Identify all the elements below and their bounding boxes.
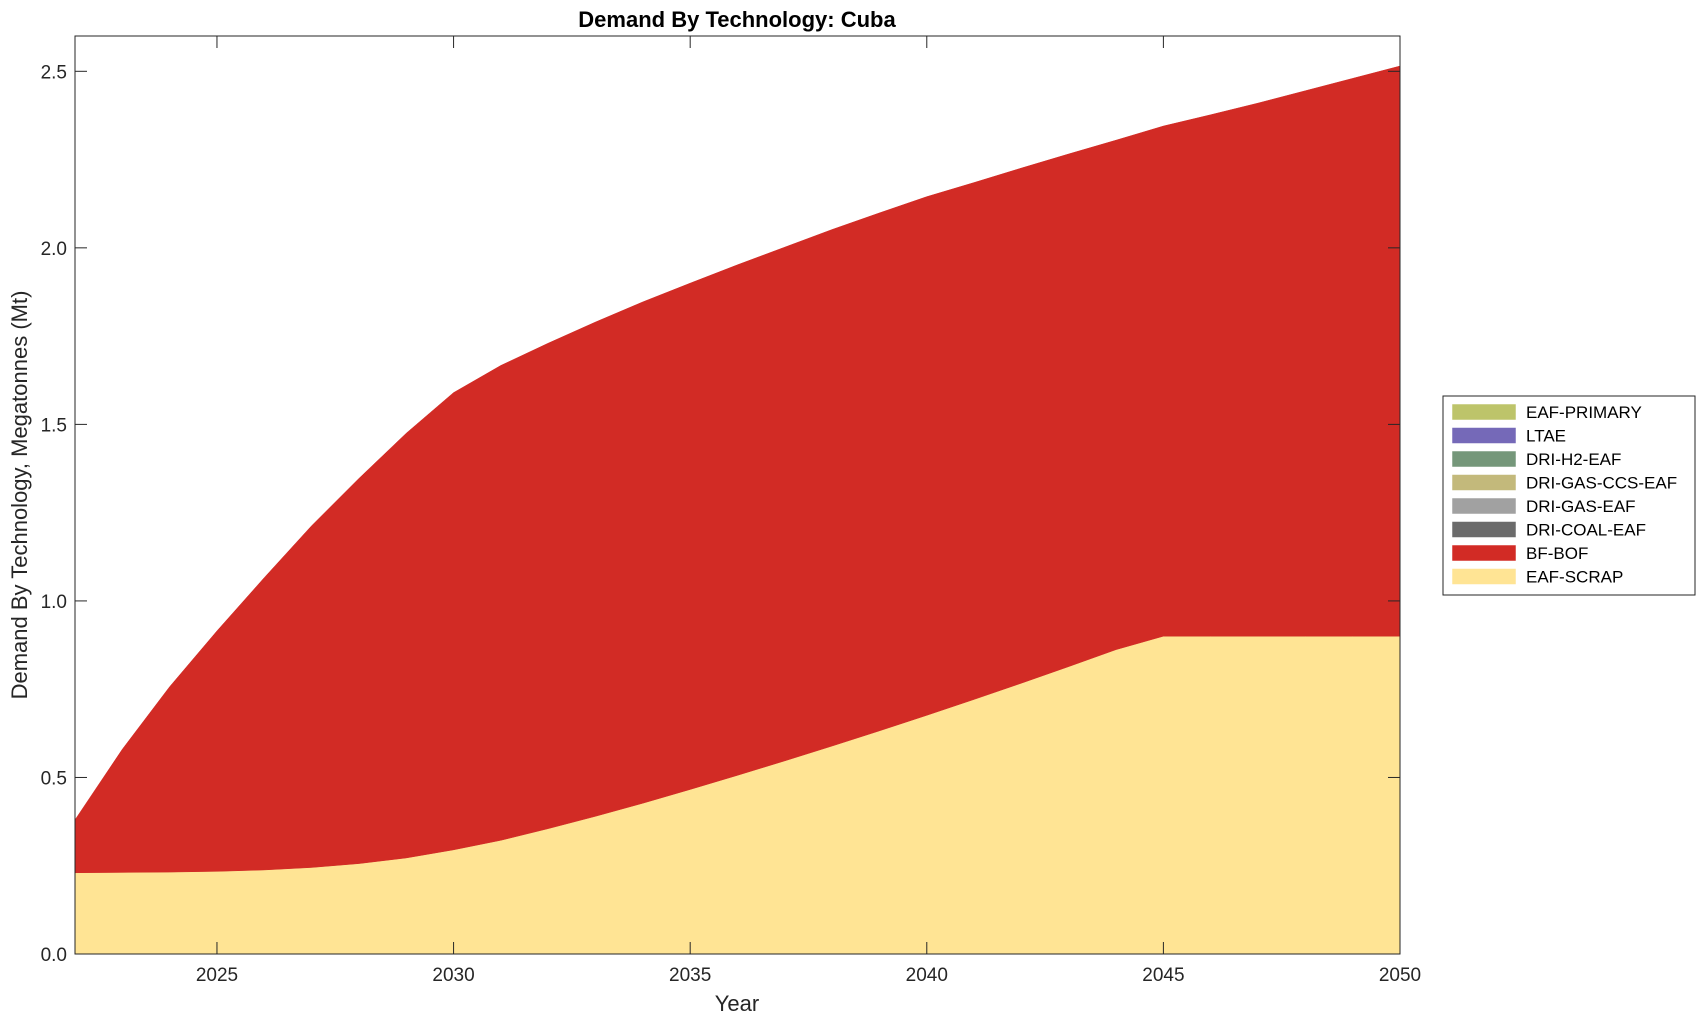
y-tick-label-1: 1.0 — [41, 592, 67, 613]
legend-label-dri-coal-eaf: DRI-COAL-EAF — [1526, 521, 1646, 540]
legend-swatch-eaf-primary — [1451, 403, 1517, 421]
legend-label-eaf-scrap: EAF-SCRAP — [1526, 568, 1623, 587]
legend-label-dri-gas-ccs-eaf: DRI-GAS-CCS-EAF — [1526, 474, 1677, 493]
x-tick-label-2050: 2050 — [1379, 965, 1421, 986]
legend-swatch-dri-coal-eaf — [1451, 521, 1517, 538]
legend-label-ltae: LTAE — [1526, 427, 1566, 446]
legend-swatch-ltae — [1451, 427, 1517, 444]
x-axis-title: Year — [715, 991, 759, 1016]
x-tick-label-2025: 2025 — [196, 965, 238, 986]
y-axis-title: Demand By Technology, Megatonnes (Mt) — [7, 291, 32, 700]
x-tick-label-2035: 2035 — [669, 965, 711, 986]
legend: EAF-PRIMARY LTAE DRI-H2-EAF DRI-GAS-CCS-EAF… — [1442, 395, 1696, 596]
x-tick-label-2030: 2030 — [432, 965, 474, 986]
plot-frame — [74, 35, 1401, 955]
y-tick-label-1-5: 1.5 — [41, 415, 67, 436]
y-tick-label-0-5: 0.5 — [41, 768, 67, 789]
legend-label-dri-gas-eaf: DRI-GAS-EAF — [1526, 497, 1636, 516]
legend-swatch-dri-gas-ccs-eaf — [1451, 474, 1517, 491]
legend-label-dri-h2-eaf: DRI-H2-EAF — [1526, 450, 1621, 469]
y-tick-label-2: 2.0 — [41, 239, 67, 260]
legend-swatch-dri-gas-eaf — [1451, 497, 1517, 515]
legend-swatch-eaf-scrap — [1451, 568, 1517, 585]
legend-label-eaf-primary: EAF-PRIMARY — [1526, 403, 1642, 422]
axis-ticks-group: 2025 2030 2035 2040 2045 2050 0.0 0.5 1.0 1.5 2.0 2… — [41, 36, 1421, 986]
x-tick-label-2040: 2040 — [906, 965, 948, 986]
legend-swatch-dri-h2-eaf — [1451, 450, 1517, 468]
y-tick-label-2-5: 2.5 — [41, 62, 67, 83]
x-tick-label-2045: 2045 — [1142, 965, 1184, 986]
chart-title: Demand By Technology: Cuba — [578, 7, 896, 32]
legend-swatch-bf-bof — [1451, 544, 1517, 562]
legend-label-bf-bof: BF-BOF — [1526, 544, 1588, 563]
y-tick-label-0: 0.0 — [41, 945, 67, 966]
legend-box — [1442, 395, 1696, 596]
